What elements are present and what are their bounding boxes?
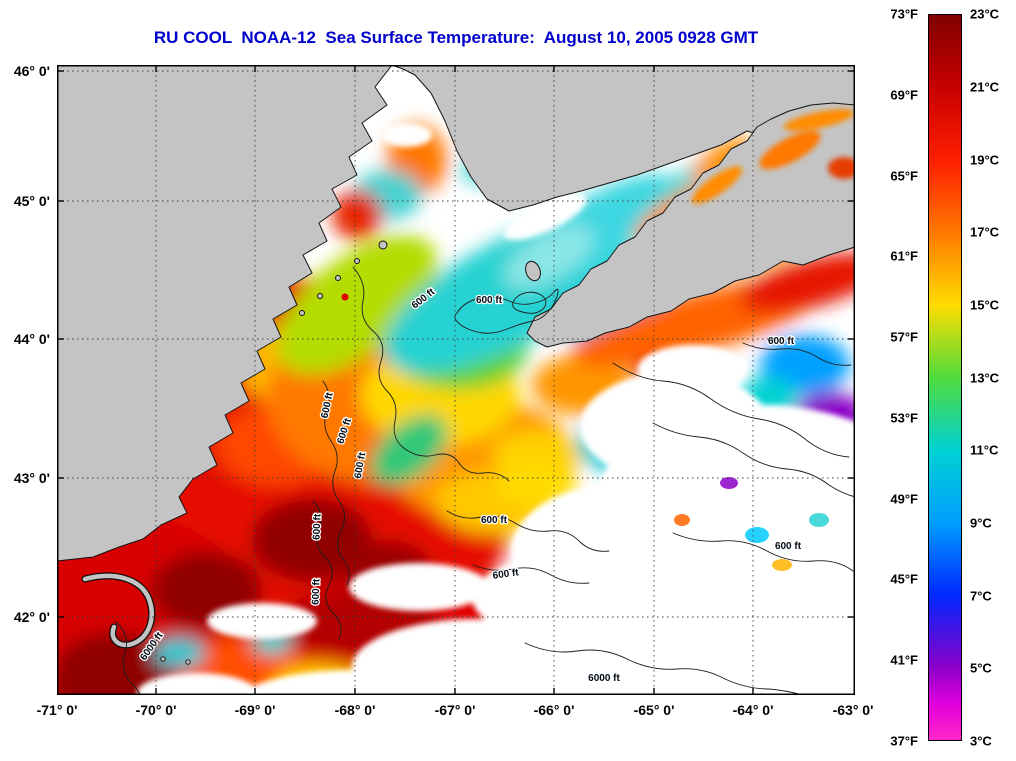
cloud-layer [137,73,855,695]
lat-tick-label: 44° 0' [13,331,50,347]
contour-label: 600 ft [481,515,508,526]
contour-label: 6000 ft [588,673,620,684]
lon-tick-label: -70° 0' [135,702,177,718]
island [299,310,305,316]
island [335,275,341,281]
colorbar-f-label: 41°F [890,652,918,668]
bathymetry-contours: 600 ft 600 ft 600 ft 600 ft 600 ft 600 f… [114,266,855,695]
lat-tick-label: 42° 0' [13,609,50,625]
colorbar-f-label: 65°F [890,168,918,184]
colorbar-f-label: 53°F [890,410,918,426]
colorbar-f-label: 69°F [890,87,918,103]
lon-tick-label: -68° 0' [334,702,376,718]
colorbar-c-label: 11°C [970,442,999,458]
lat-tick-label: 43° 0' [13,470,50,486]
contour-label: 600 ft [319,391,335,419]
colorbar-f-label: 57°F [890,329,918,345]
land-layer [57,65,855,665]
island [160,656,166,662]
lat-tick-label: 46° 0' [13,63,50,79]
lon-tick-label: -69° 0' [234,702,276,718]
contour-label: 600 ft [312,513,324,540]
lon-tick-label: -65° 0' [633,702,675,718]
colorbar-c-label: 9°C [970,515,992,531]
colorbar-f-label: 73°F [890,6,918,22]
land-cape-cod-fill [82,573,154,648]
sst-map: 600 ft 600 ft 600 ft 600 ft 600 ft 600 f… [57,65,855,695]
colorbar-c-label: 19°C [970,152,1000,168]
colorbar-f-label: 45°F [890,571,918,587]
colorbar-c-label: 13°C [970,370,1000,386]
lon-tick-label: -71° 0' [36,702,78,718]
land-new-england [57,65,393,562]
island-grand-manan [525,260,541,282]
lon-tick-label: -64° 0' [732,702,774,718]
contour-label: 600 ft [476,295,503,306]
island [354,258,360,264]
contour-label: 600 ft [311,578,323,605]
contour-label: 600 ft [775,541,802,552]
bay-water-layer [691,109,855,204]
lon-tick-label: -63° 0' [832,702,874,718]
colorbar-c-label: 5°C [970,660,992,676]
island [185,659,191,665]
colorbar-c-label: 21°C [970,79,1000,95]
colorbar-gradient [928,14,962,741]
lat-tick-label: 45° 0' [13,193,50,209]
colorbar-f-label: 61°F [890,248,918,264]
colorbar-c-label: 17°C [970,224,1000,240]
graticule-grid [57,65,855,695]
colorbar-c-label: 23°C [970,6,1000,22]
island [378,240,388,250]
colorbar-c-label: 15°C [970,297,1000,313]
figure-title: RU COOL NOAA-12 Sea Surface Temperature:… [153,28,759,47]
lon-tick-label: -67° 0' [434,702,476,718]
island [317,293,323,299]
lon-tick-label: -66° 0' [533,702,575,718]
contour-label: 600 ft [492,567,520,582]
speck-layer [674,477,829,571]
contour-label: 600 ft [768,336,795,347]
map-plot-area: 600 ft 600 ft 600 ft 600 ft 600 ft 600 f… [57,65,855,695]
colorbar-c-label: 3°C [970,733,992,749]
colorbar-f-label: 37°F [890,733,918,749]
colorbar-f-label: 49°F [890,491,918,507]
plot-frame [57,65,855,695]
warm-coastal-speck [341,293,349,301]
colorbar-c-label: 7°C [970,588,992,604]
